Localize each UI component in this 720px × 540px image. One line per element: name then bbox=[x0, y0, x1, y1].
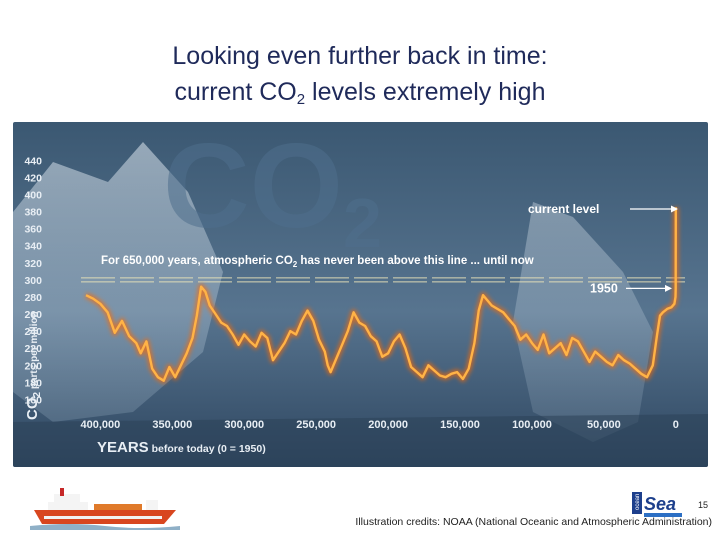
title-co2-subscript: 2 bbox=[296, 91, 306, 108]
x-tick-label: 100,000 bbox=[512, 419, 552, 431]
current-level-label: current level bbox=[528, 202, 599, 216]
title-line-2: current CO2 levels extremely high bbox=[0, 74, 720, 118]
y-tick-label: 300 bbox=[24, 275, 42, 287]
page-number: 15 bbox=[697, 500, 708, 510]
illustration-credit: Illustration credits: NOAA (National Oce… bbox=[355, 516, 712, 528]
y-tick-label: 320 bbox=[24, 258, 42, 270]
title-line-1: Looking even further back in time: bbox=[172, 42, 548, 70]
slide-title: Looking even further back in time: curre… bbox=[0, 38, 720, 118]
threshold-line bbox=[81, 277, 685, 283]
x-tick-label: 400,000 bbox=[81, 419, 121, 431]
y-tick-label: 360 bbox=[24, 224, 42, 236]
title-line-2-suffix: levels extremely high bbox=[305, 78, 546, 106]
y-tick-label: 340 bbox=[24, 241, 42, 253]
y-tick-label: 280 bbox=[24, 292, 42, 304]
year-1950-arrowhead bbox=[665, 284, 672, 292]
y-tick-label: 200 bbox=[24, 360, 42, 372]
logo-text: Sea bbox=[644, 494, 676, 514]
logo-small-text: ocean bbox=[635, 494, 641, 510]
x-tick-label: 300,000 bbox=[224, 419, 264, 431]
y-tick-label: 160 bbox=[24, 394, 42, 406]
co2-chart: CO2 440420400380360340320300280260240220… bbox=[13, 122, 708, 467]
y-tick-label: 240 bbox=[24, 326, 42, 338]
threshold-annotation: For 650,000 years, atmospheric CO2 has n… bbox=[101, 255, 534, 269]
year-1950-label: 1950 bbox=[590, 281, 618, 295]
research-ship-icon bbox=[30, 488, 180, 530]
title-line-2-prefix: current CO bbox=[174, 78, 297, 106]
co2-line bbox=[85, 207, 677, 382]
x-tick-label: 150,000 bbox=[440, 419, 480, 431]
x-axis-label: YEARS before today (0 = 1950) bbox=[97, 439, 266, 456]
current-level-arrowhead bbox=[671, 205, 678, 213]
x-tick-label: 50,000 bbox=[587, 419, 621, 431]
x-tick-label: 0 bbox=[673, 419, 679, 431]
y-tick-label: 440 bbox=[24, 155, 42, 167]
watermark-subscript: 2 bbox=[343, 184, 382, 262]
sea-logo: ocean Sea bbox=[632, 492, 682, 517]
x-axis-ticks: 400,000 350,000 300,000 250,000 200,000 150,0… bbox=[81, 419, 679, 456]
iceberg-right bbox=[513, 202, 653, 442]
y-tick-label: 180 bbox=[24, 377, 42, 389]
x-tick-label: 350,000 bbox=[152, 419, 192, 431]
y-axis-label: CO2 parts per million bbox=[24, 311, 43, 420]
y-tick-label: 400 bbox=[24, 189, 42, 201]
y-axis-ticks: 440 420 400 380 360 340 320 300 280 260 240 220 200 1… bbox=[24, 155, 43, 420]
y-tick-label: 380 bbox=[24, 207, 42, 219]
y-tick-label: 220 bbox=[24, 343, 42, 355]
y-tick-label: 420 bbox=[24, 172, 42, 184]
x-tick-label: 200,000 bbox=[368, 419, 408, 431]
sea-surface bbox=[13, 414, 708, 467]
iceberg-left bbox=[13, 142, 223, 422]
co2-series bbox=[84, 207, 679, 384]
y-tick-label: 260 bbox=[24, 309, 42, 321]
co2-chart-panel: CO2 440 420 400 380 360 340 320 300 280 260 240 220… bbox=[13, 122, 708, 467]
x-tick-label: 250,000 bbox=[296, 419, 336, 431]
chart-annotations: For 650,000 years, atmospheric CO2 has n… bbox=[101, 202, 678, 295]
